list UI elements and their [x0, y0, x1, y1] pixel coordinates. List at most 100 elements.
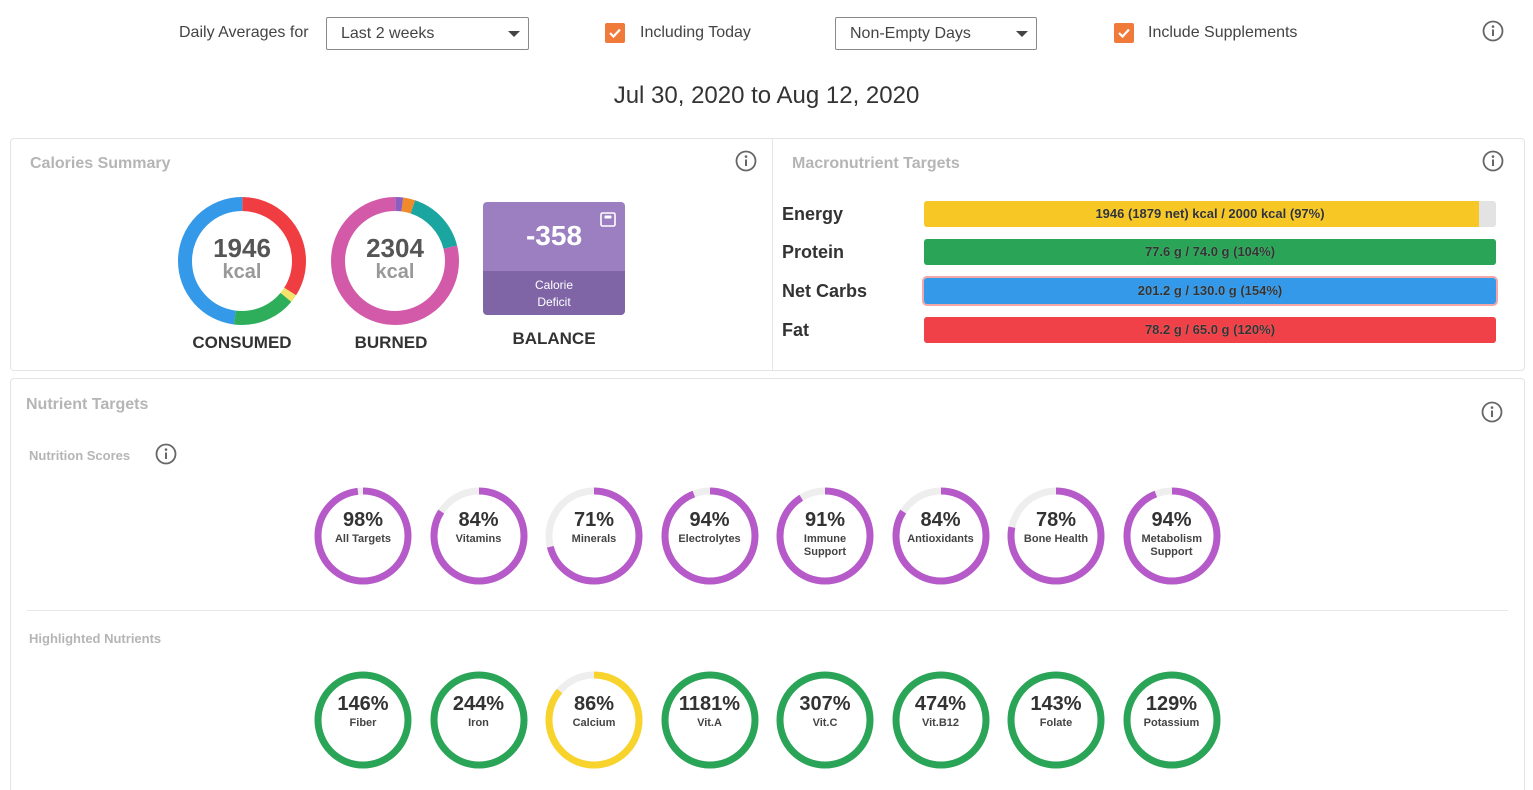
macro-bar-fill	[924, 201, 1479, 227]
chevron-down-icon	[508, 31, 520, 37]
info-icon[interactable]	[155, 443, 177, 465]
nutrient-percent: 307%	[799, 693, 851, 715]
macro-bar-text: 77.6 g / 74.0 g (104%)	[1144, 244, 1276, 259]
nutrient-percent: 129%	[1145, 693, 1198, 715]
nutrient-ring-graphic	[430, 671, 527, 769]
nutrient-ring-fill	[430, 671, 527, 769]
nutrition-score-ring-graphic	[545, 487, 643, 585]
nutrient-ring-fill	[1123, 671, 1220, 769]
macro-label: Fat	[782, 320, 809, 340]
days-select[interactable]: Non-Empty Days	[835, 17, 1037, 50]
nutrient-name: Fiber	[349, 717, 377, 729]
include-supplements-label: Include Supplements	[1148, 24, 1298, 41]
macro-bar[interactable]: 77.6 g / 74.0 g (104%)	[924, 239, 1496, 265]
info-icon[interactable]	[1481, 401, 1503, 423]
balance-box[interactable]: -358 Calorie Deficit	[483, 202, 625, 315]
nutrient-ring[interactable]: 143% Folate	[1006, 670, 1106, 770]
consumed-donut-segment[interactable]	[178, 197, 306, 325]
nutrient-ring-graphic	[776, 671, 874, 769]
nutrient-name: Calcium	[572, 717, 616, 729]
consumed-unit: kcal	[222, 261, 262, 283]
nutrition-score-ring[interactable]: 84% Antioxidants	[891, 486, 991, 586]
macro-bar[interactable]: 201.2 g / 130.0 g (154%)	[922, 276, 1498, 306]
nutrient-ring[interactable]: 86% Calcium	[544, 670, 644, 770]
info-icon[interactable]	[1482, 150, 1504, 172]
info-icon[interactable]	[735, 150, 757, 172]
burned-donut-segment[interactable]	[331, 197, 459, 325]
nutrient-percent: 244%	[452, 693, 505, 715]
macro-bar[interactable]: 1946 (1879 net) kcal / 2000 kcal (97%)	[924, 201, 1496, 227]
nutrition-score-ring[interactable]: 91% Immune Support	[775, 486, 875, 586]
burned-donut	[331, 197, 459, 325]
nutrition-score-percent: 94%	[689, 509, 730, 531]
nutrient-percent: 1181%	[678, 693, 741, 715]
nutrition-score-ring-graphic	[314, 487, 412, 585]
nutrition-score-ring-graphic	[661, 487, 758, 585]
nutrient-ring[interactable]: 307% Vit.C	[775, 670, 875, 770]
macro-bar-fill	[924, 239, 1496, 265]
nutrient-ring[interactable]: 129% Potassium	[1122, 670, 1222, 770]
nutrient-name: Iron	[468, 717, 489, 729]
burned-unit: kcal	[375, 261, 415, 283]
balance-subtitle-text: Calorie Deficit	[534, 278, 573, 309]
macro-label: Protein	[782, 242, 845, 262]
macro-label: Energy	[782, 204, 844, 224]
nutrient-ring-fill	[776, 671, 874, 769]
nutrition-score-ring[interactable]: 78% Bone Health	[1006, 486, 1106, 586]
nutrition-score-name: Antioxidants	[907, 533, 974, 545]
nutrient-ring[interactable]: 146% Fiber	[313, 670, 413, 770]
nutrient-percent: 143%	[1030, 693, 1082, 715]
nutrient-name: Potassium	[1143, 717, 1200, 729]
nutrient-ring-graphic	[892, 671, 989, 769]
nutrient-ring[interactable]: 474% Vit.B12	[891, 670, 991, 770]
nutrition-score-ring-graphic	[892, 487, 989, 585]
nutrition-score-percent: 84%	[458, 509, 499, 531]
including-today-checkbox[interactable]	[605, 23, 625, 43]
nutrient-targets-title: Nutrient Targets	[26, 396, 149, 413]
nutrient-ring-fill	[1007, 671, 1105, 769]
highlighted-nutrients-label: Highlighted Nutrients	[29, 631, 162, 646]
period-select-value: Last 2 weeks	[341, 25, 435, 42]
consumed-donut	[178, 197, 306, 325]
checkmark-icon	[609, 28, 621, 39]
nutrient-ring-graphic	[1007, 671, 1105, 769]
nutrient-ring-fill	[661, 671, 758, 769]
nutrition-score-ring[interactable]: 94% Electrolytes	[660, 486, 760, 586]
nutrition-score-ring[interactable]: 84% Vitamins	[429, 486, 529, 586]
consumed-donut-segment[interactable]	[178, 197, 306, 325]
nutrient-ring-graphic	[1123, 671, 1220, 769]
nutrition-scores-label: Nutrition Scores	[29, 448, 131, 463]
nutrient-ring[interactable]: 1181% Vit.A	[660, 670, 760, 770]
nutrient-ring-fill	[545, 671, 643, 769]
consumed-donut-segment[interactable]	[178, 197, 306, 325]
nutrition-score-ring[interactable]: 71% Minerals	[544, 486, 644, 586]
nutrition-score-ring-fill	[776, 487, 874, 585]
macro-bar-text: 1946 (1879 net) kcal / 2000 kcal (97%)	[1095, 206, 1325, 221]
nutrient-name: Vit.C	[812, 717, 838, 729]
nutrient-name: Folate	[1039, 717, 1073, 729]
period-select[interactable]: Last 2 weeks	[326, 17, 529, 50]
balance-value: -358	[525, 220, 583, 251]
nutrient-ring-fill	[314, 671, 412, 769]
balance-subtitle: Calorie Deficit	[483, 277, 625, 311]
balance-caption: BALANCE	[512, 329, 596, 348]
nutrition-score-percent: 84%	[920, 509, 961, 531]
nutrient-ring[interactable]: 244% Iron	[429, 670, 529, 770]
nutrition-score-ring[interactable]: 94% Metabolism Support	[1122, 486, 1222, 586]
nutrient-ring-graphic	[545, 671, 643, 769]
scale-icon	[600, 212, 616, 227]
section-divider	[27, 610, 1508, 611]
nutrient-percent: 474%	[914, 693, 967, 715]
macro-bar[interactable]: 78.2 g / 65.0 g (120%)	[924, 317, 1496, 343]
nutrition-score-percent: 71%	[573, 509, 615, 531]
include-supplements-checkbox[interactable]	[1114, 23, 1134, 43]
info-icon[interactable]	[1482, 20, 1504, 42]
checkmark-icon	[1118, 28, 1130, 39]
macro-bar-fill	[924, 317, 1496, 343]
nutrition-score-ring-graphic	[1007, 487, 1105, 585]
nutrition-score-percent: 91%	[804, 509, 846, 531]
consumed-caption: CONSUMED	[192, 333, 292, 352]
toolbar: Daily Averages for Last 2 weeks Includin…	[0, 0, 1533, 66]
nutrition-score-name: Immune Support	[803, 533, 847, 558]
nutrition-score-ring[interactable]: 98% All Targets	[313, 486, 413, 586]
